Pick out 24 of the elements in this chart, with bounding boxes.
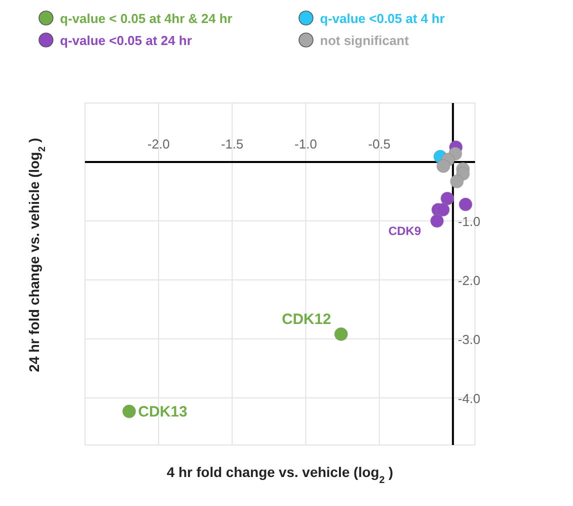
point (458, 198, 472, 212)
x-tick-label: -1.5 (220, 136, 244, 152)
y-tick-label: -1.0 (458, 214, 480, 229)
point (430, 214, 444, 228)
point (436, 159, 450, 173)
legend-label: q-value <0.05 at 24 hr (60, 32, 192, 48)
x-tick-label: -1.0 (294, 136, 317, 152)
y-tick-label: -4.0 (458, 390, 480, 406)
annotation: CDK9 (388, 224, 422, 238)
legend-label: q-value <0.05 at 4 hr (320, 10, 445, 26)
y-tick-label: -2.0 (458, 272, 480, 288)
point (450, 174, 464, 188)
point (440, 192, 454, 206)
annotation: CDK12 (282, 311, 332, 328)
point (334, 327, 348, 341)
legend-label: q-value < 0.05 at 4hr & 24 hr (60, 10, 232, 26)
annotation: CDK13 (138, 403, 188, 420)
x-axis-title: 4 hr fold change vs. vehicle (log$_{2}$) (166, 464, 394, 486)
point (122, 404, 136, 418)
point (436, 202, 450, 217)
x-tick-label: -2.0 (147, 136, 170, 152)
legend-label: not significant (320, 32, 409, 48)
y-tick-label: -3.0 (458, 332, 480, 347)
x-tick-label: -0.5 (368, 136, 391, 152)
